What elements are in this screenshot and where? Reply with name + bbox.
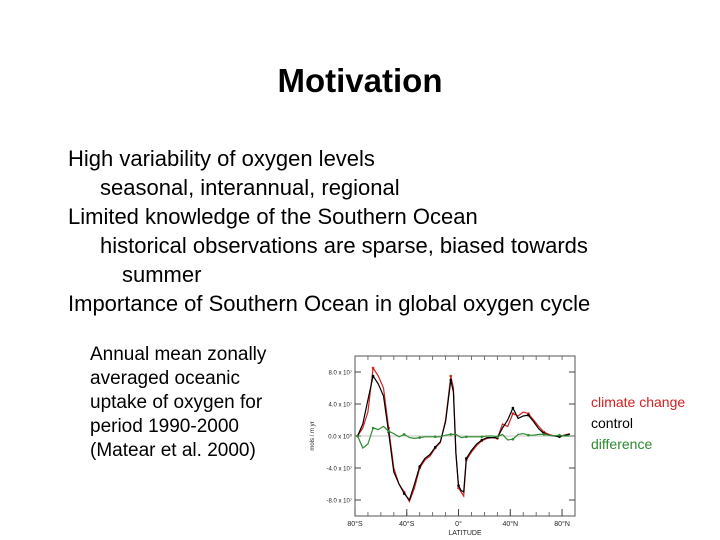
bullet-oxygen-variability: High variability of oxygen levels [68,146,375,171]
series-point-difference [433,435,437,439]
series-point-climate-change [511,412,515,415]
series-point-difference [542,433,546,436]
series-line-control [357,374,570,502]
legend-difference: difference [591,436,653,452]
series-point-difference [511,437,515,441]
series-point-control [402,492,406,495]
caption-line: period 1990-2000 [90,416,239,437]
series-point-control [480,438,484,442]
series-point-difference [371,426,375,430]
series-point-difference [356,434,359,438]
series-point-difference [402,433,406,436]
series-point-difference [387,429,390,433]
sub-bullet-sparse-observations-cont: summer [122,262,202,287]
y-axis-label: mols / m yr [310,421,316,450]
series-point-control [511,406,515,410]
series-point-difference [464,435,468,439]
series-point-difference [449,433,453,436]
y-tick-label: 8.0 x 10⁷ [328,370,352,377]
series-point-difference [480,435,484,439]
caption-line: (Matear et al. 2000) [90,440,256,461]
series-point-control [457,484,460,487]
oxygen-uptake-chart: 80°S 40°S 0° 40°N 80°N 8.0 x 10⁷ 4.0 x 10⁷ 0.0 … [305,348,590,537]
legend-climate-change: climate change [591,394,686,410]
series-point-difference [527,433,530,437]
series-point-difference [496,435,499,439]
series-point-control [371,374,375,378]
caption-line: Annual mean zonally [90,344,267,365]
series-line-climate-change [357,366,570,504]
x-tick-label: 80°S [347,520,363,528]
series-point-control [527,413,530,417]
series-point-difference [418,436,422,439]
caption-line: averaged oceanic [90,368,240,389]
legend-control: control [591,415,634,431]
y-tick-label: 0.0 x 10⁰ [328,434,352,441]
chart-legend: climate change control difference [591,392,685,455]
series-point-control [464,457,468,460]
series-point-control [418,465,422,468]
bullet-list: High variability of oxygen levels season… [68,144,590,318]
x-axis-label: LATITUDE [448,530,482,535]
y-tick-label: 4.0 x 10⁷ [328,402,352,409]
series-line-difference [357,425,570,449]
x-tick-label: 40°S [399,520,415,528]
series-point-control [433,445,437,449]
figure-caption: Annual mean zonally averaged oceanic upt… [90,343,310,463]
bullet-importance: Importance of Southern Ocean in global o… [68,291,591,316]
y-tick-label: -8.0 x 10⁷ [326,498,352,505]
series-point-difference [558,433,561,437]
x-tick-label: 80°N [554,520,570,528]
y-tick-label: -4.0 x 10⁷ [326,466,352,473]
series-point-control [449,378,453,382]
series-point-climate-change [449,374,453,378]
bullet-limited-knowledge: Limited knowledge of the Southern Ocean [68,204,478,229]
caption-line: uptake of oxygen for [90,392,263,413]
series-point-climate-change [371,366,375,370]
slide-title: Motivation [277,62,443,99]
sub-bullet-variability-types: seasonal, interannual, regional [100,175,400,200]
x-tick-label: 0° [455,520,462,528]
sub-bullet-sparse-observations: historical observations are sparse, bias… [100,233,588,258]
x-tick-label: 40°N [502,520,518,528]
chart-canvas: 80°S 40°S 0° 40°N 80°N 8.0 x 10⁷ 4.0 x 10⁷ 0.0 … [310,355,576,537]
